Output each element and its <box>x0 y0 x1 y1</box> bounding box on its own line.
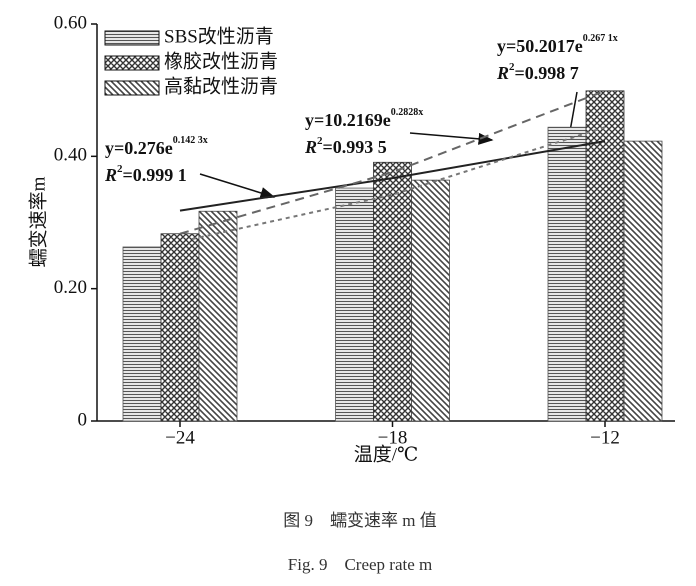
r-squared-value: =0.993 5 <box>323 137 387 157</box>
bar <box>373 161 412 422</box>
arrow <box>409 132 494 145</box>
legend-label: 高黏改性沥青 <box>164 75 278 97</box>
bar <box>198 210 238 422</box>
y-tick-label: 0.40 <box>54 145 87 166</box>
trend-line <box>179 140 606 212</box>
x-tick-label: −12 <box>590 427 620 448</box>
y-axis-label: 蠕变速率m <box>27 176 49 267</box>
legend-label: 橡胶改性沥青 <box>164 50 278 72</box>
r-squared-exponent: 2 <box>509 61 515 73</box>
trend-equation: y=50.2017e0.267 1x <box>497 33 618 56</box>
bar <box>160 233 200 422</box>
equation-exponent: 0.142 3x <box>173 135 208 146</box>
x-axis-label: 温度/℃ <box>354 443 419 465</box>
legend-swatch <box>104 30 160 46</box>
caption: Fig. 9 Creep rate m <box>288 555 432 574</box>
bar <box>547 126 587 422</box>
bar <box>623 140 663 422</box>
equation-base: y=10.2169e <box>305 110 391 130</box>
legend-label: SBS改性沥青 <box>164 25 274 47</box>
trend-equation: y=0.276e0.142 3x <box>105 135 208 158</box>
r-squared: R2=0.998 7 <box>496 61 579 84</box>
trend-line <box>191 126 606 241</box>
x-tick-label: −24 <box>165 427 195 448</box>
bar <box>411 179 450 422</box>
r-squared-value: =0.998 7 <box>515 63 579 83</box>
legend-swatch <box>104 80 160 96</box>
equation-base: y=50.2017e <box>497 36 583 56</box>
r-squared-exponent: 2 <box>317 135 323 147</box>
r-squared-value: =0.999 1 <box>123 165 187 185</box>
r-squared: R2=0.993 5 <box>304 135 387 158</box>
caption: 图 9 蠕变速率 m 值 <box>283 511 436 530</box>
arrow <box>199 173 276 199</box>
r-squared-base: R <box>304 137 317 157</box>
trend-equation: y=10.2169e0.2828x <box>305 107 423 130</box>
y-tick-label: 0.20 <box>54 277 87 298</box>
equation-base: y=0.276e <box>105 138 173 158</box>
bar <box>335 187 374 422</box>
legend-swatch <box>104 55 160 71</box>
r-squared-base: R <box>496 63 509 83</box>
r-squared: R2=0.999 1 <box>104 163 187 186</box>
r-squared-exponent: 2 <box>117 163 123 175</box>
bar <box>585 90 625 422</box>
x-tick-label: −18 <box>378 427 408 448</box>
equation-exponent: 0.2828x <box>391 107 424 118</box>
y-tick-label: 0.60 <box>54 12 87 33</box>
equation-exponent: 0.267 1x <box>583 33 618 44</box>
r-squared-base: R <box>104 165 117 185</box>
bar <box>122 246 162 422</box>
y-tick-label: 0 <box>78 409 88 430</box>
